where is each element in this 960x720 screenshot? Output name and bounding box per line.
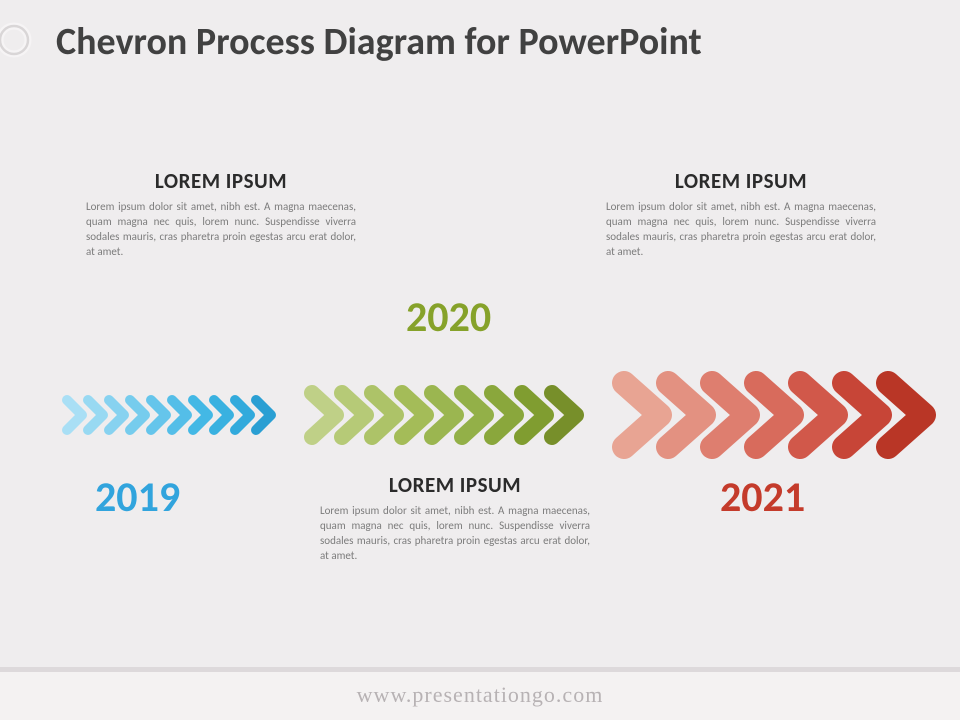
year-label-2021: 2021 — [720, 472, 805, 523]
chevron-icon — [251, 395, 276, 435]
block-body: Lorem ipsum dolor sit amet, nibh est. A … — [86, 200, 356, 259]
year-label-2019: 2019 — [95, 472, 180, 523]
chevron-group-3 — [612, 371, 936, 459]
year-label-2020: 2020 — [406, 292, 491, 343]
block-title: LOREM IPSUM — [86, 168, 356, 194]
ring-icon — [0, 18, 50, 67]
chevron-group-2 — [304, 385, 584, 445]
chevron-group-1 — [62, 395, 276, 435]
diagram-canvas: LOREM IPSUM Lorem ipsum dolor sit amet, … — [0, 140, 960, 660]
text-block-3: LOREM IPSUM Lorem ipsum dolor sit amet, … — [606, 168, 876, 259]
footer-url: www.presentationgo.com — [0, 667, 960, 720]
page-title: Chevron Process Diagram for PowerPoint — [56, 21, 702, 65]
chevron-row — [62, 365, 912, 465]
block-body: Lorem ipsum dolor sit amet, nibh est. A … — [320, 504, 590, 563]
text-block-1: LOREM IPSUM Lorem ipsum dolor sit amet, … — [86, 168, 356, 259]
chevron-icon — [544, 385, 584, 445]
block-body: Lorem ipsum dolor sit amet, nibh est. A … — [606, 200, 876, 259]
text-block-2: LOREM IPSUM Lorem ipsum dolor sit amet, … — [320, 472, 590, 563]
block-title: LOREM IPSUM — [320, 472, 590, 498]
title-bar: Chevron Process Diagram for PowerPoint — [0, 0, 960, 67]
block-title: LOREM IPSUM — [606, 168, 876, 194]
chevron-icon — [876, 371, 936, 459]
